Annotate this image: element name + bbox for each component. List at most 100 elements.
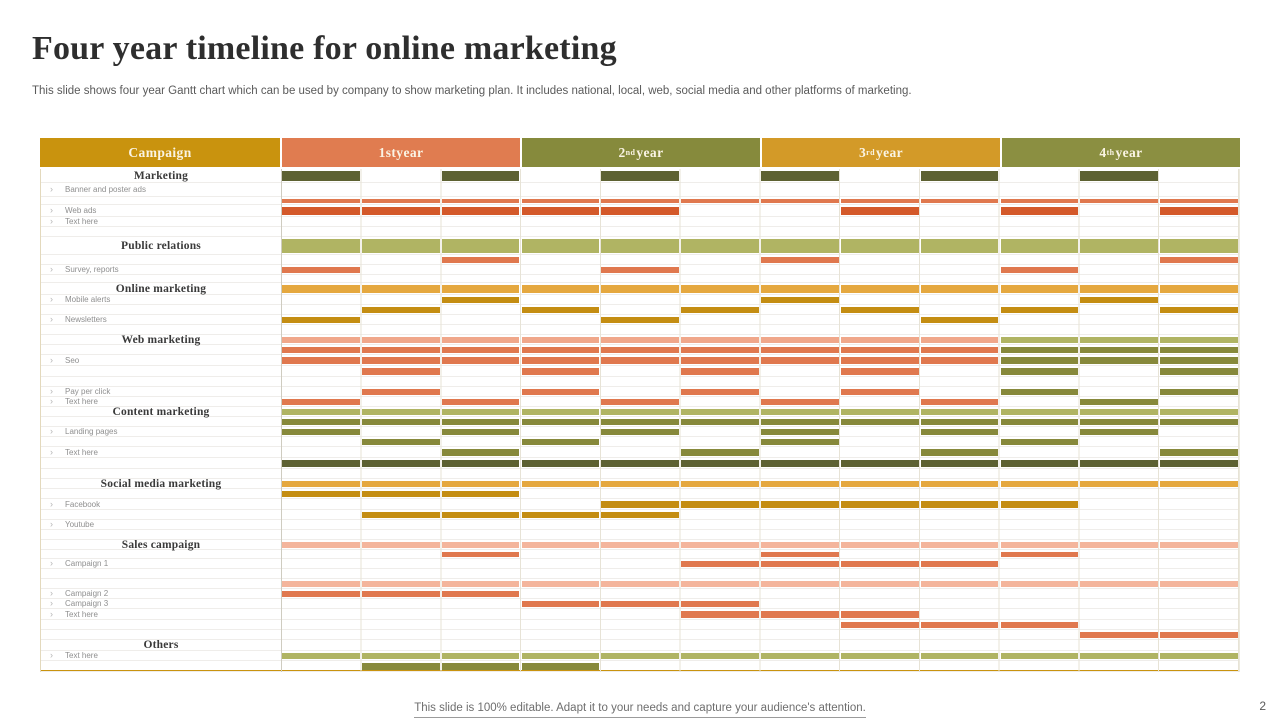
gantt-bar [681,367,759,375]
gantt-bar [1080,238,1159,253]
chevron-right-icon: › [50,184,53,194]
gantt-bar [1160,346,1238,353]
row-bars [281,510,1239,519]
gantt-bar [601,541,680,548]
gantt-bar [840,541,919,548]
row-label-cell [41,620,281,629]
gantt-bar [282,238,360,253]
gantt-bar [761,346,839,353]
category-label: Public relations [121,239,201,252]
gantt-row: Social media marketing [41,478,1239,490]
gantt-bar [1000,356,1079,364]
gantt-bar [521,418,600,425]
row-label-cell [41,377,281,386]
category-label: Content marketing [112,405,210,418]
gantt-bar [282,170,360,181]
row-bars [281,651,1239,660]
chevron-right-icon: › [50,608,53,619]
gantt-bar [1000,336,1079,343]
row-bars [281,559,1239,568]
gantt-bar [521,367,600,375]
gantt-bar [840,621,919,628]
gantt-row [41,630,1239,640]
gantt-bar [761,652,839,659]
gantt-bar [761,428,839,435]
row-bars [281,197,1239,204]
item-label: Web ads [65,206,97,215]
gantt-bar [681,306,759,313]
gantt-bar [521,580,600,587]
gantt-bar [1160,284,1238,293]
gantt-bar [1000,238,1079,253]
gantt-bar [282,336,360,343]
gantt-bar [761,551,839,557]
row-bars [281,295,1239,304]
gantt-row: › Survey, reports [41,265,1239,275]
gantt-bar [282,490,360,497]
gantt-bar [920,621,999,628]
gantt-bar [1000,198,1079,203]
gantt-bar [761,438,839,445]
gantt-row: › Banner and poster ads [41,183,1239,197]
gantt-bar [601,500,680,508]
row-label-cell: Public relations [41,237,281,254]
gantt-bar [761,560,839,567]
gantt-bar [282,580,360,587]
gantt-bar [361,408,440,415]
gantt-bar [521,356,600,364]
item-label: Landing pages [65,427,118,436]
gantt-bar [601,266,680,273]
gantt-bar [361,198,440,203]
gantt-bar [1000,480,1079,487]
gantt-bar [441,296,520,303]
gantt-bar [1160,256,1238,263]
gantt-bar [282,206,360,215]
gantt-bar [1000,206,1079,215]
gantt-bar [361,490,440,497]
gantt-bar [521,408,600,415]
gantt-row [41,510,1239,520]
row-bars [281,205,1239,216]
row-label-cell: › Mobile alerts [41,294,281,305]
gantt-bar [1160,206,1238,215]
row-label-cell: Social media marketing [41,478,281,490]
gantt-bar [840,408,919,415]
gantt-bar [1160,580,1238,587]
gantt-row: › Text here [41,447,1239,458]
gantt-bar [441,356,520,364]
row-bars [281,169,1239,182]
chevron-right-icon: › [50,294,53,304]
item-label: Text here [65,447,98,457]
row-bars [281,540,1239,549]
row-bars [281,325,1239,334]
gantt-row: › Campaign 3 [41,599,1239,609]
chevron-right-icon: › [50,386,53,396]
gantt-bar [282,418,360,425]
gantt-bar [441,662,520,670]
gantt-bar [1080,398,1159,405]
gantt-row: › Text here [41,651,1239,661]
gantt-bar [521,459,600,467]
item-label: Campaign 1 [65,559,109,568]
gantt-bar [761,356,839,364]
gantt-bar [840,388,919,395]
gantt-bar [282,316,360,323]
gantt-row [41,345,1239,355]
item-label: Text here [65,217,98,226]
gantt-bar [1000,388,1079,395]
gantt-bar [761,284,839,293]
gantt-bar [361,284,440,293]
gantt-bar [1000,284,1079,293]
gantt-row: Others [41,639,1239,651]
gantt-bar [1160,238,1238,253]
gantt-row [41,579,1239,589]
gantt-bar [761,398,839,405]
item-label: Youtube [65,520,95,529]
gantt-bar [920,428,999,435]
row-label-cell: › Text here [41,609,281,619]
gantt-row: Marketing [41,169,1239,183]
gantt-bar [840,336,919,343]
gantt-bar [761,541,839,548]
chevron-right-icon: › [50,446,53,457]
